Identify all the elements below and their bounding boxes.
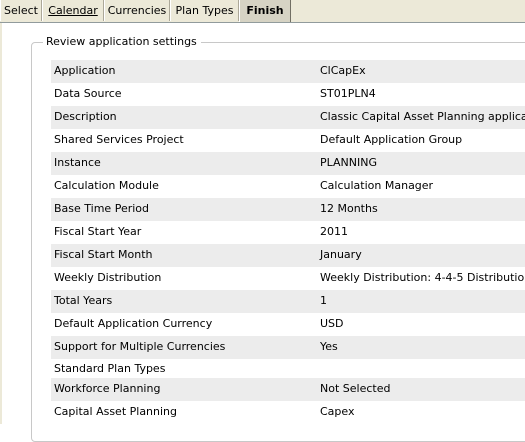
setting-label: Weekly Distribution [54, 271, 162, 284]
table-row: Application ClCapEx [51, 60, 525, 83]
table-row: Support for Multiple Currencies Yes [51, 336, 525, 359]
table-row: Shared Services Project Default Applicati… [51, 129, 525, 152]
table-row: Weekly Distribution Weekly Distribution: … [51, 267, 525, 290]
table-row: Instance PLANNING [51, 152, 525, 175]
setting-label: Capital Asset Planning [54, 405, 178, 418]
setting-value: 2011 [320, 225, 348, 238]
tab-plan-types-label: Plan Types [175, 4, 234, 17]
setting-label: Standard Plan Types [54, 362, 166, 375]
table-row: Description Classic Capital Asset Plannin… [51, 106, 525, 129]
setting-value: Classic Capital Asset Planning applicati… [320, 110, 525, 123]
setting-value: Capex [320, 405, 355, 418]
tab-calendar-label: Calendar [48, 4, 98, 17]
setting-value: Default Application Group [320, 133, 463, 146]
setting-label: Description [54, 110, 117, 123]
tab-select[interactable]: Select [0, 0, 42, 21]
tab-calendar[interactable]: Calendar [42, 0, 104, 21]
setting-value: Weekly Distribution: 4-4-5 Distribution [320, 271, 525, 284]
setting-value: ST01PLN4 [320, 87, 376, 100]
tab-finish[interactable]: Finish [239, 0, 291, 22]
setting-label: Application [54, 64, 116, 77]
setting-label: Fiscal Start Month [54, 248, 153, 261]
tab-select-label: Select [4, 4, 38, 17]
setting-label: Total Years [54, 294, 113, 307]
setting-label: Instance [54, 156, 101, 169]
tab-bar: Select Calendar Currencies Plan Types Fi… [0, 0, 525, 23]
tab-currencies-label: Currencies [107, 4, 167, 17]
table-row: Capital Asset Planning Capex [51, 401, 525, 424]
setting-value: 1 [320, 294, 327, 307]
tab-finish-label: Finish [246, 4, 284, 17]
table-row: Base Time Period 12 Months [51, 198, 525, 221]
table-row: Calculation Module Calculation Manager [51, 175, 525, 198]
setting-value: USD [320, 317, 344, 330]
section-title: Review application settings [43, 35, 201, 49]
tab-currencies[interactable]: Currencies [104, 0, 170, 21]
setting-value: Not Selected [320, 382, 391, 395]
setting-value: January [320, 248, 362, 261]
table-row: Data Source ST01PLN4 [51, 83, 525, 106]
setting-label: Data Source [54, 87, 122, 100]
setting-value: 12 Months [320, 202, 378, 215]
tab-plan-types[interactable]: Plan Types [170, 0, 239, 21]
panel-left-border [0, 23, 2, 424]
setting-value: Yes [320, 340, 338, 353]
table-row: Default Application Currency USD [51, 313, 525, 336]
setting-label: Base Time Period [54, 202, 149, 215]
table-row: Workforce Planning Not Selected [51, 378, 525, 401]
setting-value: ClCapEx [320, 64, 366, 77]
table-row: Fiscal Start Month January [51, 244, 525, 267]
setting-label: Workforce Planning [54, 382, 161, 395]
table-row: Total Years 1 [51, 290, 525, 313]
setting-label: Shared Services Project [54, 133, 184, 146]
setting-label: Support for Multiple Currencies [54, 340, 226, 353]
setting-value: PLANNING [320, 156, 377, 169]
setting-value: Calculation Manager [320, 179, 434, 192]
settings-table: Application ClCapEx Data Source ST01PLN4 D… [51, 60, 525, 424]
setting-label: Default Application Currency [54, 317, 213, 330]
setting-label: Calculation Module [54, 179, 159, 192]
table-row: Fiscal Start Year 2011 [51, 221, 525, 244]
table-row: Standard Plan Types [51, 359, 525, 378]
setting-label: Fiscal Start Year [54, 225, 142, 238]
